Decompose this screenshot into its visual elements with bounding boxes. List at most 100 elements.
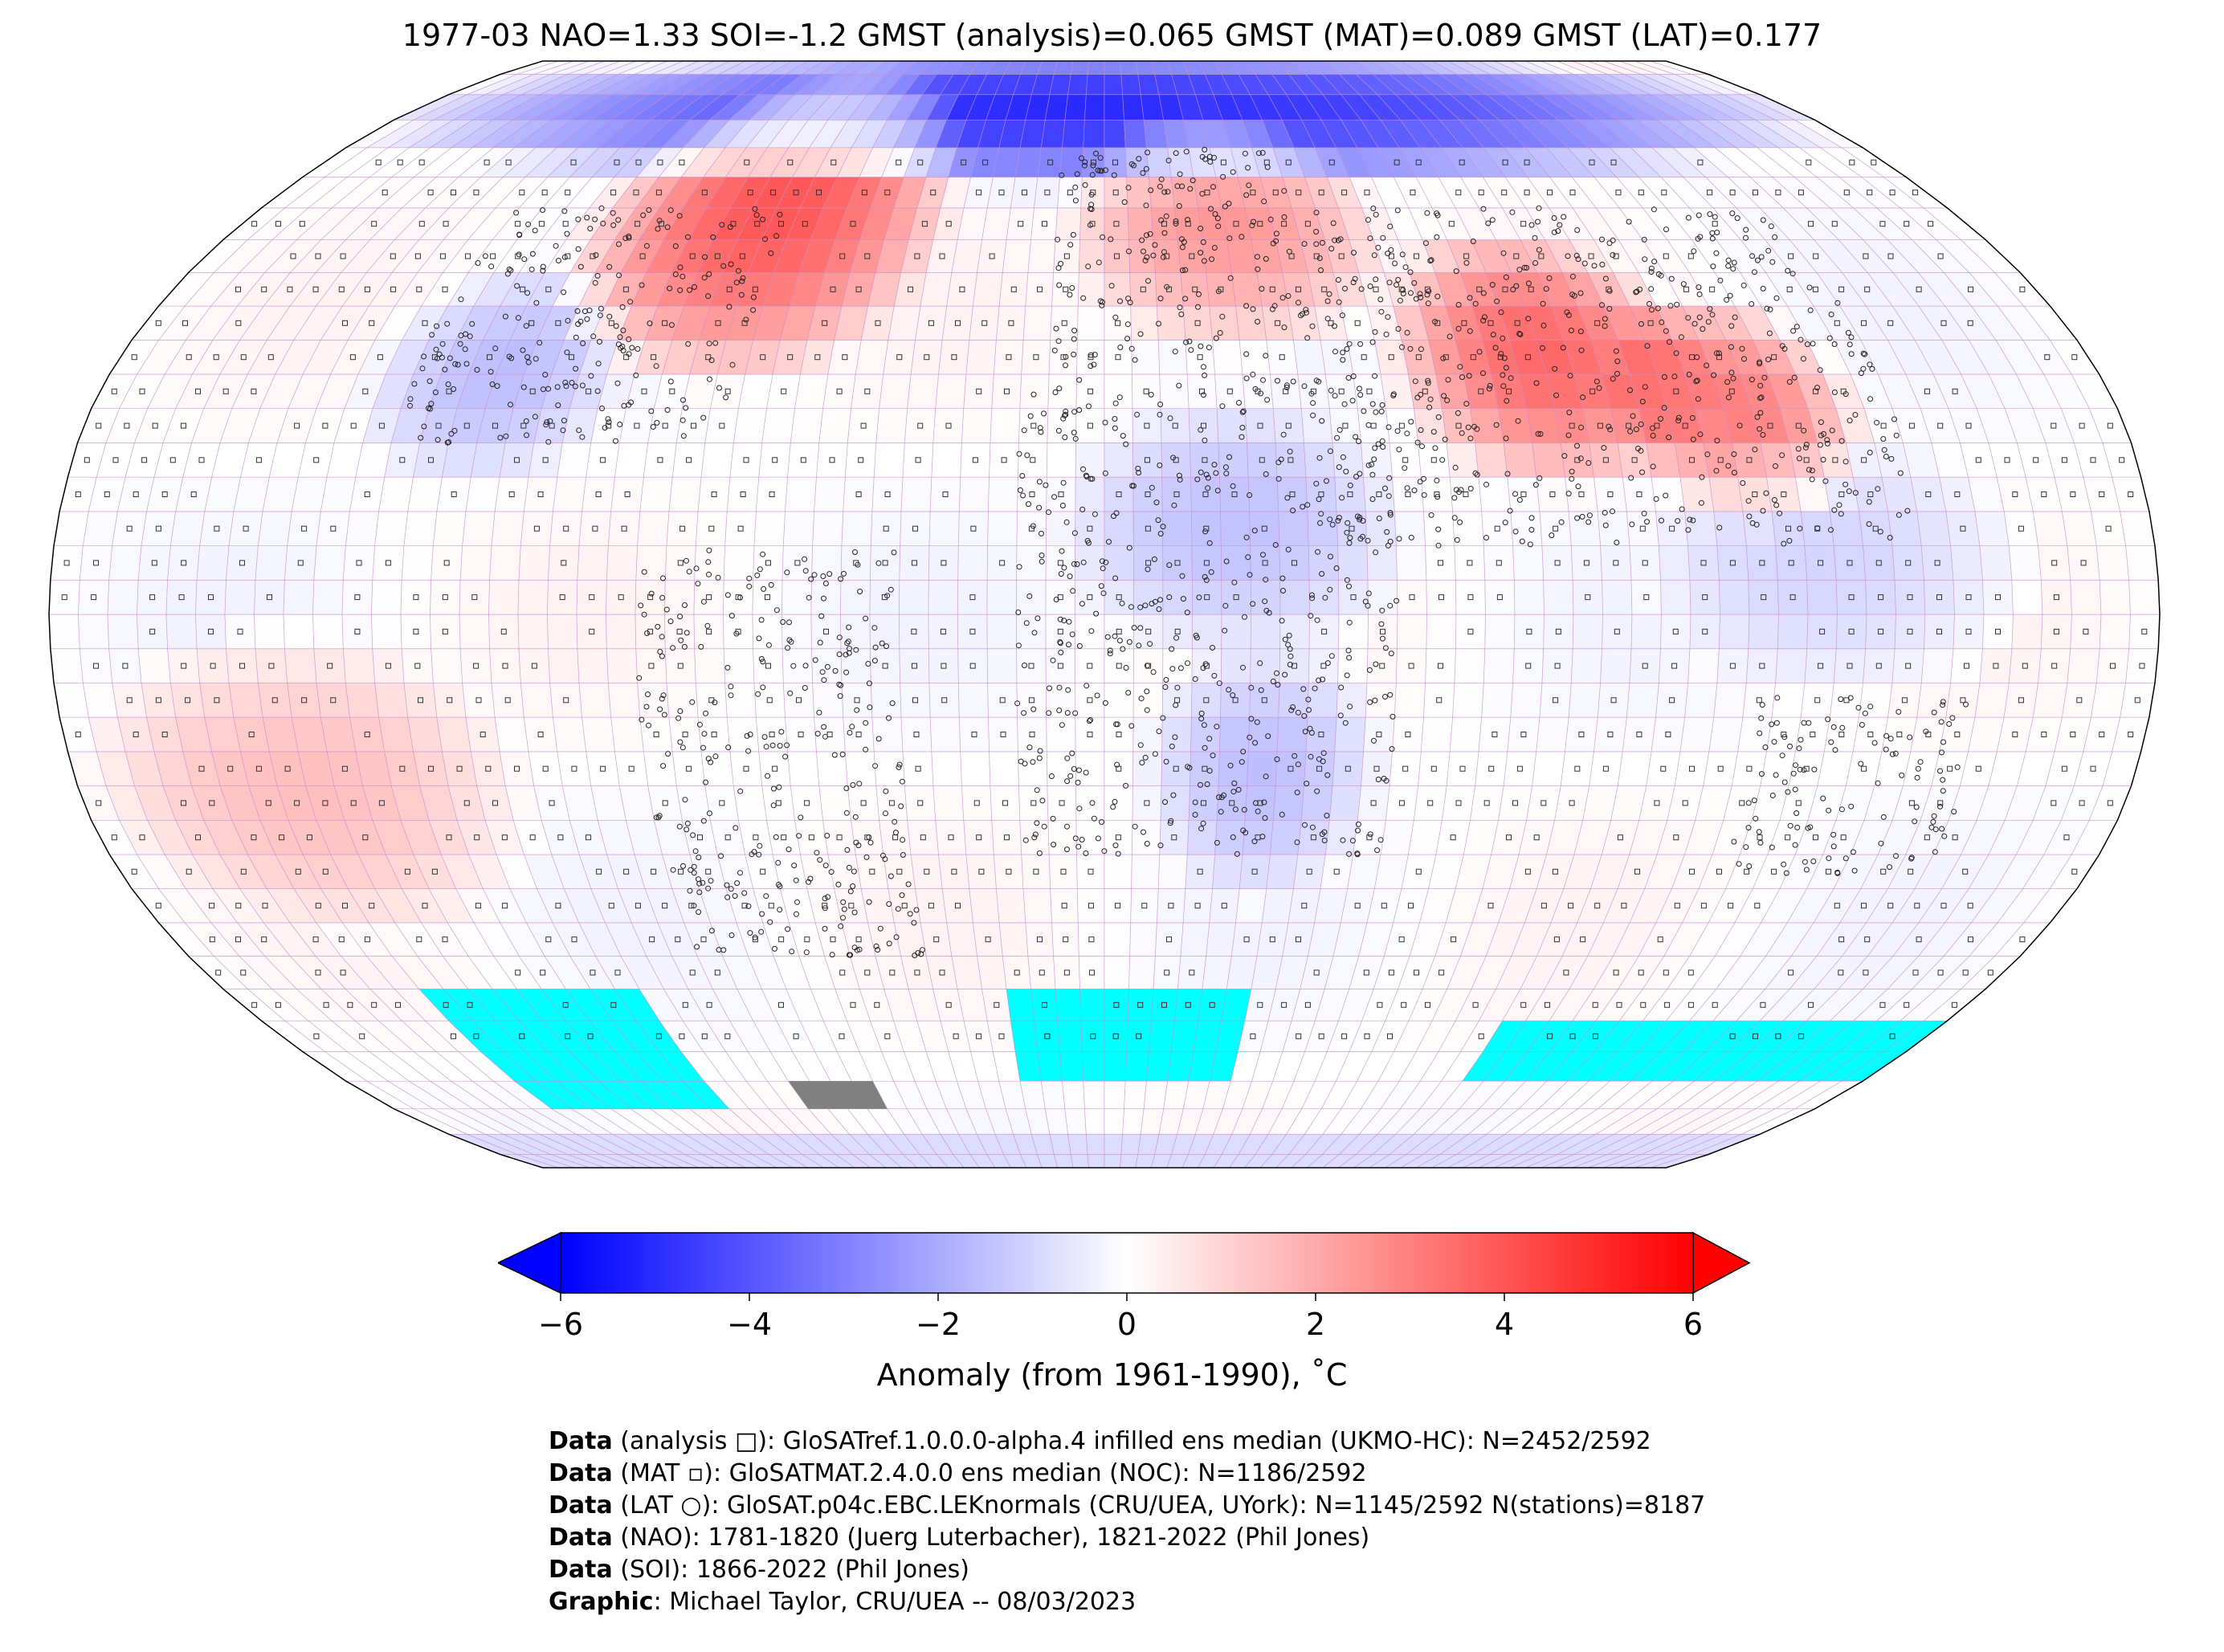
grid-cell: [1104, 1080, 1126, 1110]
grid-cell: [675, 785, 711, 821]
grid-cell: [928, 648, 959, 683]
grid-cell: [432, 511, 467, 546]
grid-cell: [1397, 579, 1427, 615]
grid-cell: [2125, 648, 2159, 683]
grid-cell: [883, 340, 916, 375]
grid-cell: [1863, 648, 1896, 683]
grid-cell: [961, 785, 993, 821]
grid-cell: [378, 476, 414, 512]
grid-cell: [899, 648, 930, 683]
grid-cell: [1159, 819, 1190, 855]
grid-cell: [1216, 785, 1247, 821]
grid-cell: [371, 579, 402, 615]
grid-cell: [1075, 443, 1105, 478]
grid-cell: [2008, 648, 2042, 683]
grid-cell: [781, 579, 812, 615]
grid-cell: [1051, 272, 1079, 307]
grid-cell: [1389, 443, 1422, 478]
grid-cell: [1481, 511, 1514, 546]
grid-cell: [1745, 545, 1778, 581]
grid-cell: [1191, 511, 1222, 546]
grid-cell: [1651, 476, 1686, 512]
grid-cell: [1247, 751, 1278, 786]
grid-cell: [137, 579, 168, 615]
grid-cell: [1045, 579, 1075, 615]
grid-cell: [1190, 443, 1220, 478]
grid-cell: [986, 545, 1018, 581]
grid-cell: [1104, 888, 1132, 924]
grid-cell: [991, 819, 1022, 855]
grid-cell: [610, 476, 644, 512]
grid-cell: [1617, 443, 1652, 478]
grid-cell: [610, 716, 644, 753]
grid-cell: [401, 648, 434, 683]
grid-cell: [137, 614, 168, 650]
grid-cell: [1794, 476, 1830, 512]
grid-cell: [137, 648, 171, 683]
grid-cell: [993, 340, 1024, 375]
grid-cell: [1120, 74, 1141, 96]
grid-cell: [1104, 1133, 1124, 1155]
grid-cell: [875, 408, 908, 443]
grid-cell: [1570, 545, 1602, 581]
grid-cell: [1018, 443, 1048, 478]
grid-cell: [1129, 922, 1157, 957]
grid-cell: [1833, 545, 1867, 581]
grid-cell: [1481, 683, 1514, 718]
grid-cell: [1132, 443, 1163, 478]
grid-cell: [1541, 648, 1573, 683]
grid-cell: [1157, 888, 1186, 924]
grid-cell: [491, 683, 524, 718]
grid-cell: [1716, 648, 1749, 683]
grid-cell: [2032, 511, 2068, 546]
grid-cell: [1077, 305, 1105, 341]
grid-cell: [1202, 239, 1232, 273]
grid-cell: [528, 751, 563, 786]
grid-cell: [851, 373, 884, 410]
grid-cell: [1037, 147, 1063, 177]
grid-cell: [607, 683, 641, 718]
grid-cell: [431, 648, 463, 683]
grid-cell: [499, 751, 535, 786]
grid-cell: [1185, 854, 1216, 889]
grid-cell: [1713, 511, 1747, 546]
grid-cell: [1212, 854, 1243, 889]
grid-cell: [1161, 443, 1191, 478]
grid-cell: [958, 716, 990, 753]
grid-cell: [1687, 545, 1720, 581]
grid-cell: [643, 443, 677, 478]
grid-cell: [810, 614, 842, 650]
grid-cell: [753, 683, 786, 718]
grid-cell: [578, 511, 612, 546]
grid-cell: [1051, 922, 1079, 957]
grid-cell: [1047, 373, 1077, 410]
grid-cell: [1920, 648, 1954, 683]
grid-cell: [1484, 579, 1516, 615]
grid-cell: [1104, 408, 1133, 443]
grid-cell: [1651, 716, 1686, 753]
grid-cell: [1916, 511, 1952, 546]
grid-cell: [2040, 614, 2072, 650]
grid-cell: [752, 579, 783, 615]
grid-cell: [1129, 272, 1157, 307]
grid-cell: [998, 272, 1029, 307]
grid-cell: [1334, 716, 1366, 753]
grid-cell: [1804, 648, 1837, 683]
grid-cell: [1191, 614, 1222, 650]
grid-cell: [374, 511, 409, 546]
grid-cell: [576, 579, 607, 615]
grid-cell: [1124, 1080, 1147, 1110]
grid-cell: [1037, 1051, 1063, 1082]
grid-cell: [50, 545, 84, 581]
grid-cell: [586, 751, 620, 786]
robinson-anomaly-map: [48, 60, 2161, 1169]
grid-cell: [78, 579, 110, 615]
grid-cell: [1270, 373, 1302, 410]
grid-cell: [1385, 785, 1419, 821]
grid-cell: [888, 305, 921, 341]
grid-cell: [49, 614, 80, 650]
grid-cell: [436, 716, 471, 753]
grid-cell: [1953, 579, 1985, 615]
grid-cell: [1887, 511, 1922, 546]
grid-cell: [1160, 785, 1190, 821]
